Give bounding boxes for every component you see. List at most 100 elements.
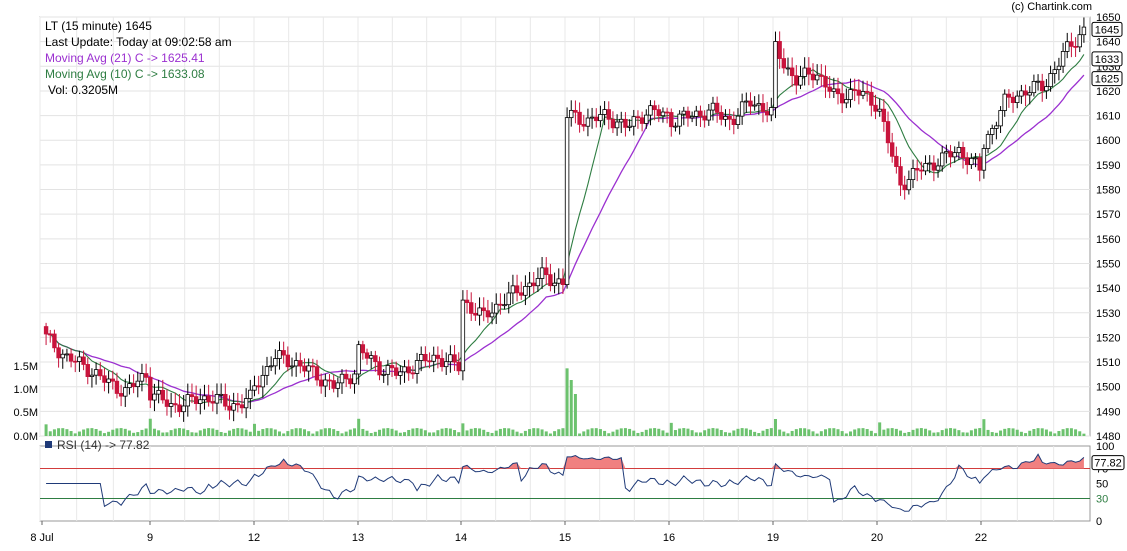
volume-bar: [961, 432, 965, 436]
volume-bar: [919, 428, 923, 436]
volume-bar: [540, 429, 544, 436]
rsi-tick-label: 0: [1096, 516, 1102, 528]
volume-bar: [573, 394, 577, 436]
candle-body: [60, 353, 65, 359]
volume-bar: [61, 428, 65, 436]
volume-bar: [169, 430, 173, 436]
candle-body: [123, 387, 128, 397]
ma10-legend: Moving Avg (10) C -> 1633.08: [45, 67, 205, 81]
volume-bar: [565, 368, 569, 436]
volume-bar: [482, 429, 486, 436]
candle-body: [1073, 45, 1078, 48]
volume-bar: [223, 432, 227, 436]
volume-bar: [248, 431, 252, 436]
volume-bar: [369, 433, 373, 436]
volume-bar: [982, 419, 986, 436]
candle-body: [314, 366, 320, 381]
candle-body: [864, 91, 870, 93]
candle-body: [348, 378, 353, 385]
candle-body: [994, 125, 999, 129]
volume-bar: [365, 430, 369, 436]
volume-bar: [332, 429, 336, 436]
candle-body: [710, 102, 716, 111]
candle-body: [869, 91, 874, 106]
candle-body: [43, 326, 49, 335]
volume-bar: [490, 432, 494, 436]
candle-body: [660, 111, 666, 117]
volume-bar: [432, 432, 436, 436]
candle-body: [965, 157, 970, 166]
candle-body: [343, 373, 349, 380]
volume-bar: [690, 430, 694, 436]
candle-body: [685, 110, 691, 119]
volume-bar: [273, 429, 277, 436]
candle-body: [835, 88, 841, 95]
volume-bar: [886, 428, 890, 436]
candle-body: [277, 350, 282, 359]
price-tick-label: 1530: [1096, 308, 1120, 320]
candle-body: [148, 376, 153, 401]
candle-body: [827, 86, 832, 92]
price-tick-label: 1500: [1096, 382, 1120, 394]
volume-bar: [1078, 431, 1082, 436]
volume-bar: [569, 380, 573, 436]
volume-bar: [1003, 428, 1007, 436]
volume-bar: [944, 428, 948, 436]
volume-bar: [807, 429, 811, 436]
volume-bar: [811, 431, 815, 436]
candle-body: [293, 360, 299, 367]
volume-bar: [753, 431, 757, 436]
volume-bar: [423, 430, 427, 436]
candle-body: [727, 115, 732, 120]
volume-bar: [636, 432, 640, 436]
price-label-box: [1091, 51, 1123, 67]
candle-body: [460, 299, 466, 372]
volume-bar: [698, 432, 702, 436]
candle-body: [844, 99, 849, 104]
candle-body: [948, 151, 953, 158]
candle-body: [289, 365, 295, 368]
rsi-legend-swatch: [45, 441, 52, 448]
candle-body: [1081, 26, 1087, 36]
candle-body: [456, 361, 461, 372]
candle-body: [760, 103, 766, 112]
candle-body: [310, 365, 316, 368]
candle-body: [569, 109, 574, 119]
candle-body: [706, 109, 711, 121]
price-tick-label: 1600: [1096, 135, 1120, 147]
volume-bar: [544, 431, 548, 436]
candle-body: [689, 116, 695, 119]
volume-bar: [836, 429, 840, 436]
candle-body: [735, 115, 741, 125]
candle-body: [135, 380, 140, 388]
candle-body: [956, 147, 962, 154]
candle-body: [52, 333, 57, 349]
candle-body: [560, 278, 566, 286]
volume-bar: [994, 432, 998, 436]
candle-body: [419, 353, 424, 361]
volume-bar: [907, 431, 911, 436]
candle-body: [773, 41, 778, 108]
candle-body: [814, 74, 820, 81]
candle-body: [164, 399, 170, 407]
volume-bar: [202, 428, 206, 436]
volume-bar: [1032, 429, 1036, 436]
candle-body: [494, 303, 499, 314]
candle-body: [564, 117, 570, 286]
candle-body: [1065, 41, 1070, 52]
volume-bar: [282, 433, 286, 436]
volume-bar: [361, 428, 365, 436]
volume-bar: [865, 429, 869, 436]
price-tick-label: 1560: [1096, 234, 1120, 246]
candle-body: [556, 278, 561, 284]
chart-title: LT (15 minute) 1645: [45, 19, 152, 33]
candle-body: [810, 73, 816, 81]
volume-bar: [990, 432, 994, 436]
candle-body: [268, 365, 274, 368]
candle-body: [139, 373, 145, 382]
candle-body: [223, 393, 228, 407]
price-label-text: 1625: [1095, 74, 1119, 86]
volume-bar: [794, 429, 798, 436]
volume-bar: [661, 430, 665, 436]
